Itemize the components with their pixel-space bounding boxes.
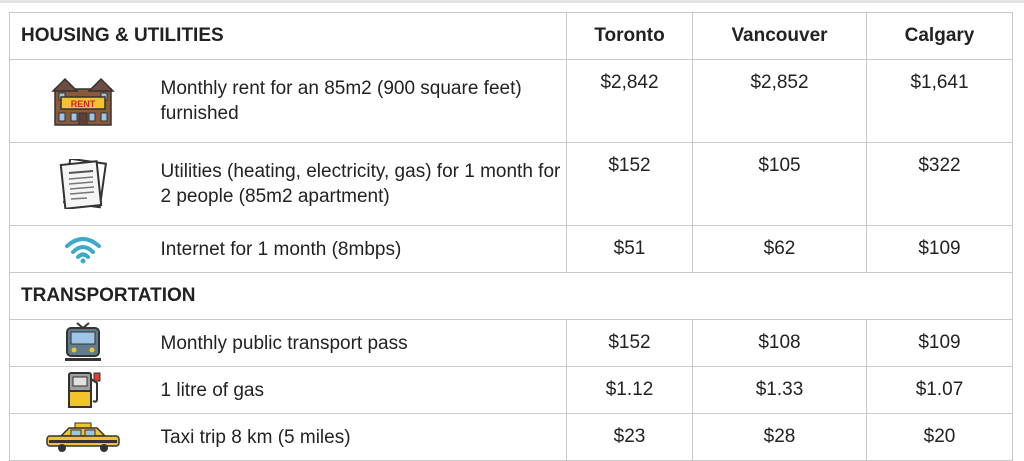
gas-calgary-value: $1.07 [866, 366, 1013, 414]
table-row-utilities: Utilities (heating, electricity, gas) fo… [9, 142, 1013, 226]
utilities-calgary-value: $322 [866, 142, 1013, 226]
gas-vancouver-value: $1.33 [692, 366, 867, 414]
transport-pass-label: Monthly public transport pass [156, 319, 567, 367]
taxi-calgary-value: $20 [866, 413, 1013, 461]
gas-pump-icon [9, 366, 157, 414]
internet-calgary-value: $109 [866, 225, 1013, 273]
top-divider [0, 0, 1024, 3]
utility-bill-icon [9, 142, 157, 226]
transport-pass-toronto-value: $152 [566, 319, 693, 367]
cost-comparison-table: HOUSING & UTILITIES Toronto Vancouver Ca… [9, 12, 1013, 461]
rent-label: Monthly rent for an 85m2 (900 square fee… [156, 59, 567, 143]
internet-label: Internet for 1 month (8mbps) [156, 225, 567, 273]
table-row-rent: RENT Monthly rent for an 85m2 (900 squar… [9, 59, 1013, 143]
table-row-taxi: Taxi trip 8 km (5 miles) $23 $28 $20 [9, 413, 1013, 461]
tram-icon [9, 319, 157, 367]
taxi-vancouver-value: $28 [692, 413, 867, 461]
section-header-housing: HOUSING & UTILITIES [9, 12, 567, 60]
table-row-transport-pass: Monthly public transport pass $152 $108 … [9, 319, 1013, 367]
column-header-vancouver: Vancouver [692, 12, 867, 60]
table-row-gas: 1 litre of gas $1.12 $1.33 $1.07 [9, 366, 1013, 414]
rent-calgary-value: $1,641 [866, 59, 1013, 143]
gas-label: 1 litre of gas [156, 366, 567, 414]
utilities-label: Utilities (heating, electricity, gas) fo… [156, 142, 567, 226]
transport-pass-calgary-value: $109 [866, 319, 1013, 367]
table-row-internet: Internet for 1 month (8mbps) $51 $62 $10… [9, 225, 1013, 273]
utilities-toronto-value: $152 [566, 142, 693, 226]
utilities-vancouver-value: $105 [692, 142, 867, 226]
section-row-transportation: TRANSPORTATION [9, 272, 1013, 320]
taxi-icon [9, 413, 157, 461]
section-header-transportation: TRANSPORTATION [9, 272, 1013, 320]
internet-vancouver-value: $62 [692, 225, 867, 273]
internet-toronto-value: $51 [566, 225, 693, 273]
transport-pass-vancouver-value: $108 [692, 319, 867, 367]
rent-sign-text: RENT [71, 99, 96, 109]
rent-vancouver-value: $2,852 [692, 59, 867, 143]
wifi-icon [9, 225, 157, 273]
column-header-calgary: Calgary [866, 12, 1013, 60]
column-header-toronto: Toronto [566, 12, 693, 60]
taxi-label: Taxi trip 8 km (5 miles) [156, 413, 567, 461]
gas-toronto-value: $1.12 [566, 366, 693, 414]
table-header-row: HOUSING & UTILITIES Toronto Vancouver Ca… [9, 12, 1013, 60]
rent-building-icon: RENT [9, 59, 157, 143]
rent-toronto-value: $2,842 [566, 59, 693, 143]
taxi-toronto-value: $23 [566, 413, 693, 461]
